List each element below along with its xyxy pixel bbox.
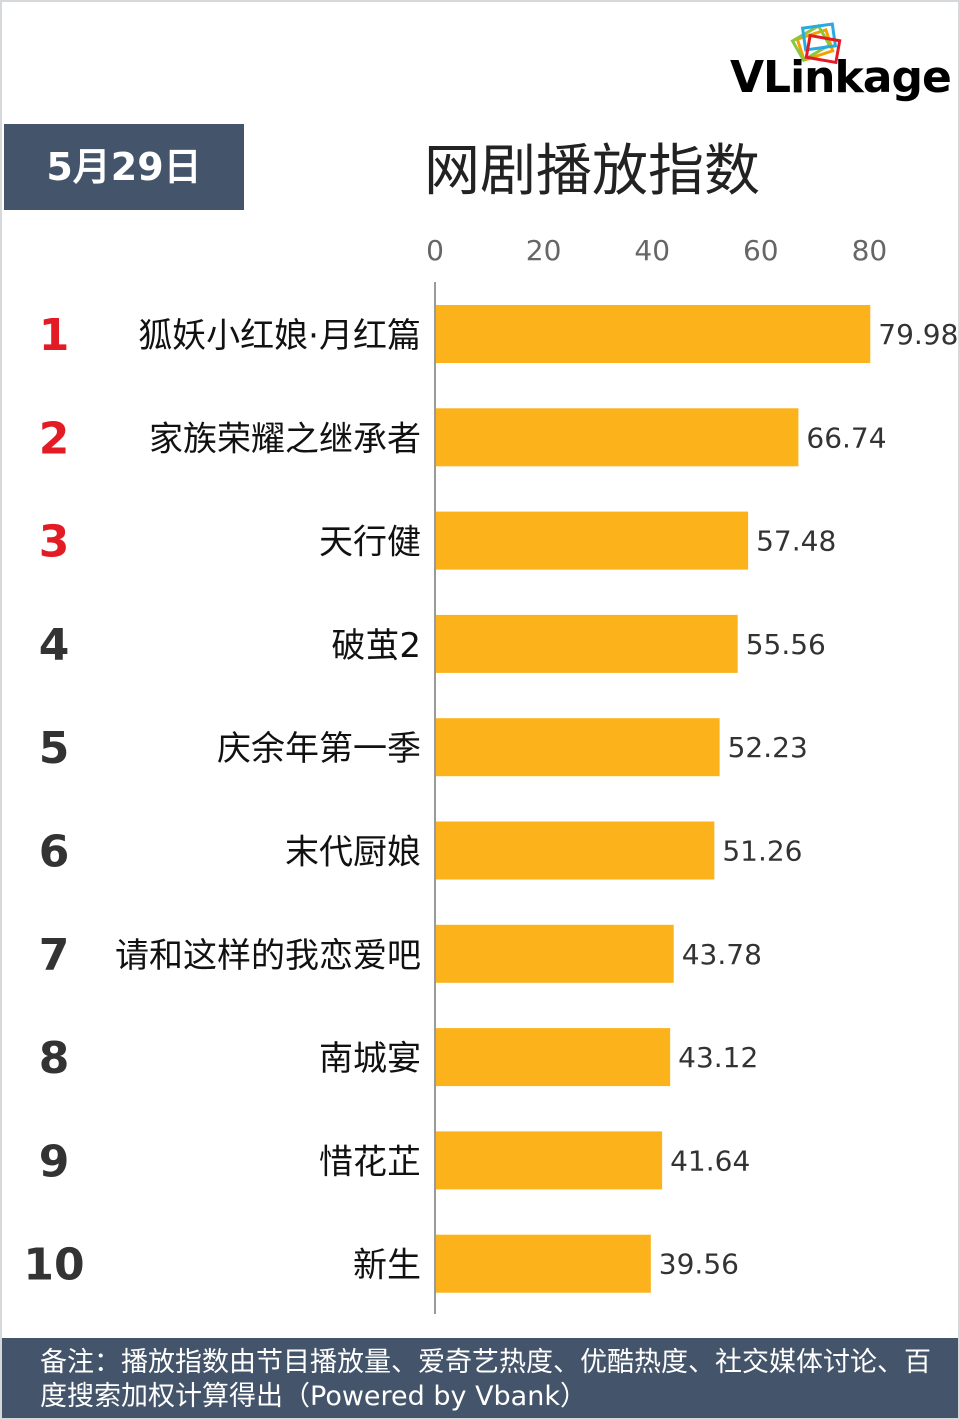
bar xyxy=(436,511,749,570)
category-label: 末代厨娘 xyxy=(285,833,421,873)
x-tick-label: 40 xyxy=(634,234,670,267)
bar xyxy=(436,305,871,363)
bar-value-label: 52.23 xyxy=(728,731,808,764)
x-tick-label: 0 xyxy=(426,234,444,267)
rank-label: 10 xyxy=(23,1240,84,1291)
bar-value-label: 39.56 xyxy=(659,1248,739,1281)
category-label: 狐妖小红娘·月红篇 xyxy=(138,316,421,356)
bar xyxy=(436,821,715,880)
rank-label: 2 xyxy=(39,413,70,464)
category-label: 惜花芷 xyxy=(319,1142,421,1182)
rank-label: 8 xyxy=(39,1033,70,1084)
date-badge: 5月29日 xyxy=(4,124,244,210)
category-label: 庆余年第一季 xyxy=(217,729,421,769)
bar xyxy=(436,1028,671,1087)
x-tick-label: 60 xyxy=(743,234,779,267)
bar-value-label: 79.98 xyxy=(878,318,958,351)
logo-text: VLinkage xyxy=(730,52,952,103)
bar xyxy=(436,1234,651,1293)
category-label: 破茧2 xyxy=(331,626,421,666)
rank-label: 9 xyxy=(39,1136,70,1187)
x-tick-label: 80 xyxy=(852,234,888,267)
bar-value-label: 51.26 xyxy=(722,835,802,868)
bar-chart: 0 20 40 60 8079.98狐妖小红娘·月红篇166.74家族荣耀之继承者257… xyxy=(23,234,958,1314)
footer-note: 备注：播放指数由节目播放量、爱奇艺热度、优酷热度、社交媒体讨论、百度搜索加权计算… xyxy=(2,1338,958,1418)
bar-value-label: 55.56 xyxy=(746,628,826,661)
rank-label: 7 xyxy=(39,930,70,981)
bar-value-label: 43.78 xyxy=(682,938,762,971)
category-label: 新生 xyxy=(353,1246,421,1286)
category-label: 请和这样的我恋爱吧 xyxy=(115,936,421,976)
bar-value-label: 43.12 xyxy=(678,1041,758,1074)
bar-value-label: 66.74 xyxy=(806,421,886,454)
logo-mark-icon xyxy=(790,22,842,65)
rank-label: 4 xyxy=(39,620,70,671)
bar xyxy=(436,408,799,467)
rank-label: 5 xyxy=(39,723,70,774)
vlinkage-logo: VLinkage xyxy=(730,20,954,106)
category-label: 天行健 xyxy=(319,523,421,563)
chart-title: 网剧播放指数 xyxy=(424,139,760,204)
rank-label: 6 xyxy=(39,827,70,878)
category-label: 家族荣耀之继承者 xyxy=(149,419,421,459)
bar xyxy=(436,1131,663,1190)
rank-label: 1 xyxy=(39,310,70,361)
bar xyxy=(436,924,674,983)
bar xyxy=(436,614,738,673)
rank-label: 3 xyxy=(39,517,70,568)
bar-value-label: 41.64 xyxy=(670,1144,750,1177)
x-tick-label: 20 xyxy=(526,234,562,267)
bar xyxy=(436,718,720,777)
category-label: 南城宴 xyxy=(319,1039,421,1079)
bar-value-label: 57.48 xyxy=(756,525,836,558)
